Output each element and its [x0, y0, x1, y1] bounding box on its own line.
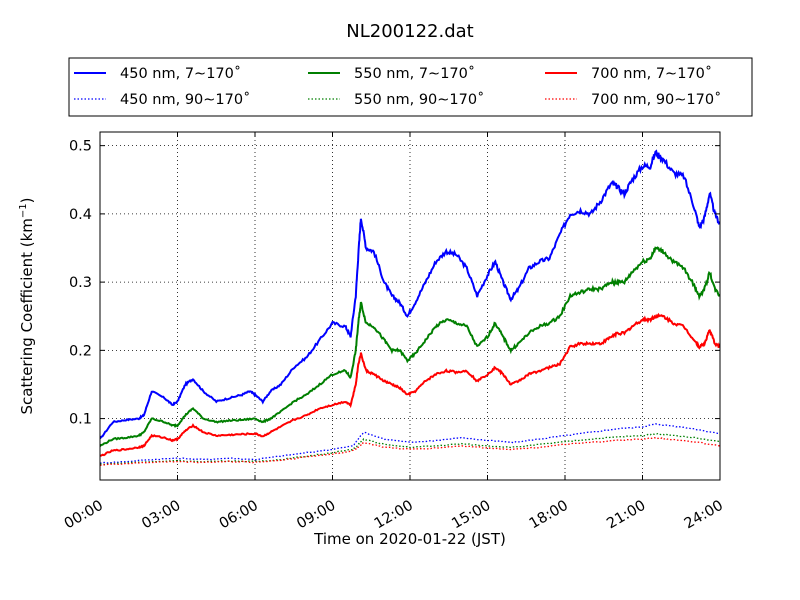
- legend-entry: 450 nm, 7∼170˚: [120, 65, 241, 82]
- grid-lines: [100, 132, 720, 480]
- x-tick-label: 24:00: [682, 498, 726, 533]
- x-tick-label: 12:00: [372, 498, 416, 533]
- series-line-3: [100, 246, 720, 447]
- x-tick-label: 06:00: [217, 498, 261, 533]
- series-layer: [100, 149, 720, 467]
- y-axis: 0.1 0.2 0.3 0.4 0.5: [69, 139, 720, 428]
- x-axis-label: Time on 2020-01-22 (JST): [313, 530, 506, 548]
- legend-entry: 550 nm, 7∼170˚: [354, 65, 475, 82]
- x-tick-label: 18:00: [527, 498, 571, 533]
- legend-box: [68, 57, 753, 117]
- series-line-2: [100, 423, 720, 464]
- y-tick-label: 0.4: [69, 207, 92, 223]
- legend-entry: 450 nm, 90∼170˚: [120, 91, 250, 108]
- chart-title: NL200122.dat: [346, 21, 473, 42]
- series-line-1: [100, 149, 720, 440]
- y-tick-label: 0.3: [69, 275, 92, 291]
- x-tick-label: 00:00: [62, 498, 106, 533]
- y-axis-label-end: ): [18, 197, 36, 203]
- y-tick-label: 0.2: [69, 343, 92, 359]
- y-axis-label: Scattering Coefficient (km−1): [18, 197, 36, 414]
- x-tick-label: 03:00: [139, 498, 183, 533]
- legend-entry: 700 nm, 90∼170˚: [591, 91, 721, 108]
- x-tick-label: 09:00: [294, 498, 338, 533]
- y-axis-label-superscript: −1: [18, 203, 29, 218]
- y-tick-label: 0.5: [69, 139, 92, 155]
- x-tick-label: 15:00: [449, 498, 493, 533]
- series-line-5: [100, 312, 720, 457]
- legend-entry: 700 nm, 7∼170˚: [591, 65, 712, 82]
- x-tick-label: 21:00: [604, 498, 648, 533]
- series-line-6: [100, 436, 720, 467]
- legend: 450 nm, 7∼170˚ 450 nm, 90∼170˚ 550 nm, 7∼1…: [68, 57, 753, 117]
- legend-entry: 550 nm, 90∼170˚: [354, 91, 484, 108]
- y-tick-label: 0.1: [69, 412, 92, 428]
- series-line-4: [100, 432, 720, 466]
- y-axis-label-main: Scattering Coefficient (km: [18, 218, 36, 414]
